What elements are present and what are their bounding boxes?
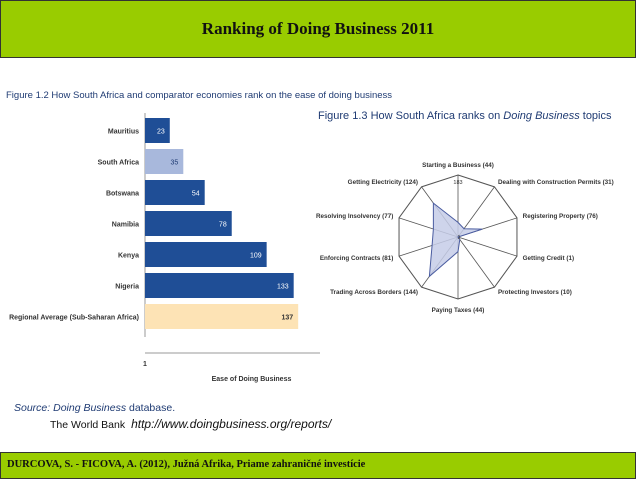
- radar-axis-label: Paying Taxes (44): [432, 307, 485, 314]
- bar-category-label: Kenya: [118, 253, 139, 260]
- radar-axis-label: Getting Credit (1): [523, 255, 574, 262]
- bar-value-label: 137: [281, 315, 293, 322]
- source-rest: database.: [126, 402, 176, 414]
- source-org-line: The World Bank http://www.doingbusiness.o…: [50, 417, 331, 431]
- source-org: The World Bank: [50, 419, 126, 431]
- radar-chart: 183 1 Starting a Business (44) Dealing with…: [316, 162, 614, 314]
- bar-category-label: South Africa: [98, 160, 139, 167]
- footer-banner: DURCOVA, S. - FICOVA, A. (2012), Južná A…: [0, 452, 636, 479]
- bar-category-label: Namibia: [112, 222, 139, 229]
- radar-title-italic: Doing Business: [503, 110, 580, 122]
- title-banner: Ranking of Doing Business 2011: [0, 0, 636, 58]
- radar-chart-title: Figure 1.3 How South Africa ranks on Doi…: [318, 110, 612, 122]
- bar-chart-title: Figure 1.2 How South Africa and comparat…: [6, 90, 393, 101]
- radar-axis-label: Registering Property (76): [523, 213, 598, 220]
- radar-title-suffix: topics: [579, 110, 612, 122]
- bar-category-label: Regional Average (Sub-Saharan Africa): [9, 315, 139, 322]
- radar-axis-label: Resolving Insolvency (77): [316, 213, 393, 220]
- bar-chart: Mauritius 23 South Africa 35 Botswana 54 Namib…: [9, 113, 320, 383]
- radar-axis-label: Trading Across Borders (144): [330, 289, 418, 296]
- bar-value-label: 133: [277, 284, 289, 291]
- source-url[interactable]: http://www.doingbusiness.org/reports/: [131, 417, 332, 431]
- bar-5: [145, 273, 294, 298]
- radar-spoke: [457, 236, 518, 257]
- bar-4: [145, 242, 267, 267]
- bar-x-axis-label: Ease of Doing Business: [212, 376, 292, 383]
- bar-value-label: 78: [219, 222, 227, 229]
- source-label: Source:: [14, 402, 51, 414]
- radar-data-area: [428, 202, 483, 278]
- bar-category-label: Mauritius: [108, 129, 139, 136]
- radar-spoke: [457, 236, 495, 288]
- radar-title-prefix: Figure 1.3 How South Africa ranks on: [318, 110, 504, 122]
- source-note: Source: Doing Business database.: [14, 402, 175, 414]
- bar-category-label: Botswana: [106, 191, 139, 198]
- bar-value-label: 23: [157, 129, 165, 136]
- bar-2: [145, 180, 205, 205]
- bar-0: [145, 118, 170, 143]
- bar-value-label: 109: [250, 253, 262, 260]
- bar-value-label: 35: [170, 160, 178, 167]
- radar-scale-max-label: 183: [453, 180, 462, 186]
- footer-citation: DURCOVA, S. - FICOVA, A. (2012), Južná A…: [7, 459, 366, 470]
- bar-6: [145, 304, 299, 329]
- bar-3: [145, 211, 232, 236]
- radar-axis-label: Getting Electricity (124): [348, 179, 418, 186]
- bar-value-label: 54: [192, 191, 200, 198]
- source-text: Doing Business: [53, 402, 127, 414]
- radar-axis-label: Starting a Business (44): [422, 162, 494, 169]
- bar-category-label: Nigeria: [115, 284, 139, 291]
- page-title: Ranking of Doing Business 2011: [201, 19, 435, 38]
- bar-x-tick-label: 1: [143, 361, 147, 368]
- bar-1: [145, 149, 184, 174]
- radar-axis-label: Protecting Investors (10): [498, 289, 572, 296]
- radar-axis-label: Dealing with Construction Permits (31): [498, 179, 614, 186]
- radar-scale-min-label: 1: [457, 235, 460, 241]
- radar-axis-label: Enforcing Contracts (81): [320, 255, 393, 262]
